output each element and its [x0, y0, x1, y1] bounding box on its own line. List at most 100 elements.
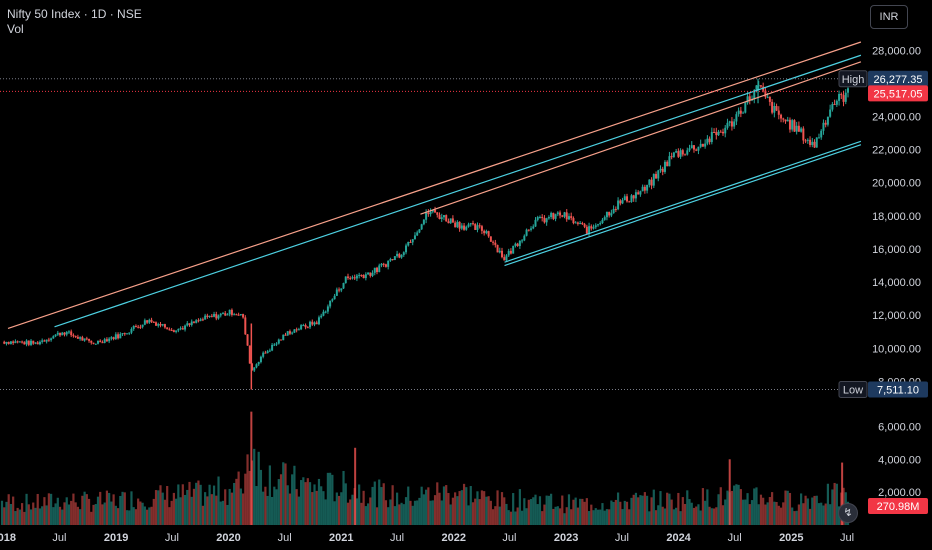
low-label-bg [838, 381, 868, 399]
volume-bar [246, 454, 249, 525]
trendline[interactable] [504, 144, 862, 267]
currency-button[interactable]: INR [870, 5, 908, 29]
indicator-label[interactable]: Vol [7, 22, 24, 36]
volume-bar [241, 493, 245, 525]
candle-body [398, 253, 401, 258]
trendline[interactable] [504, 140, 862, 263]
volume-bar [293, 465, 296, 525]
volume-bar [67, 504, 71, 525]
volume-bar [480, 490, 484, 525]
candle-body [373, 267, 376, 273]
volume-bar [351, 494, 354, 525]
volume-bar [616, 492, 620, 525]
volume-bar [148, 507, 151, 525]
volume-bar [567, 494, 571, 525]
volume-bar [331, 474, 334, 525]
volume-bar [123, 492, 126, 525]
volume-bar [286, 485, 289, 525]
volume-bar [768, 497, 771, 525]
price-tick-label: 6,000.00 [878, 421, 921, 433]
volume-bar [643, 492, 646, 525]
price-tick-label: 2,000.00 [878, 487, 921, 499]
volume-bar [221, 500, 225, 525]
volume-bar [507, 510, 510, 525]
candle-body [516, 243, 519, 247]
candle-body [344, 276, 347, 283]
symbol-title[interactable]: Nifty 50 Index · 1D · NSE [7, 7, 142, 21]
volume-bar [728, 459, 731, 525]
price-tick-label: 14,000.00 [872, 277, 921, 289]
candle-body [90, 340, 93, 343]
trendline[interactable] [7, 41, 862, 330]
candle-body [480, 226, 483, 231]
volume-bar [54, 503, 57, 525]
candle-body [190, 321, 193, 325]
trendline[interactable] [420, 61, 862, 215]
candle-body [50, 338, 53, 341]
candle-body [596, 224, 599, 226]
candle-body [387, 260, 390, 267]
volume-bar [719, 487, 722, 525]
candle-body [246, 334, 249, 346]
candle-body [695, 149, 698, 151]
volume-bar [94, 504, 97, 525]
volume-bar [427, 487, 430, 525]
volume-bar [116, 508, 120, 525]
volume-bar [741, 499, 745, 525]
time-axis[interactable]: 2018 Jul 2019 Jul 2020 Jul 2021 Jul 2022 Jul 2023 J… [0, 528, 932, 550]
volume-bars [0, 411, 850, 525]
volume-bar [596, 509, 600, 525]
time-tick-label: Jul [390, 532, 404, 544]
volume-bar [170, 500, 173, 525]
volume-bar [612, 501, 615, 525]
candle-body [708, 138, 711, 143]
candle-body [438, 214, 441, 220]
trendlines[interactable] [7, 41, 862, 330]
volume-bar [206, 496, 209, 525]
candle-body [719, 131, 722, 133]
volume-bar [226, 504, 229, 525]
volume-bar [364, 506, 367, 525]
candle-body [588, 226, 591, 234]
candle-body [179, 328, 182, 330]
lightning-bolt-icon[interactable]: ↯ [838, 503, 858, 523]
volume-bar [594, 508, 597, 525]
volume-bar [188, 481, 191, 525]
volume-bar [248, 470, 251, 525]
volume-bar [670, 499, 673, 525]
candle-body [208, 315, 211, 317]
candle-body [659, 168, 662, 171]
volume-bar [657, 505, 660, 525]
volume-bar [476, 491, 479, 525]
high-label: High [842, 74, 865, 86]
volume-bar [137, 498, 140, 525]
candle-body [284, 334, 287, 336]
volume-bar [436, 482, 439, 525]
volume-bar [465, 487, 468, 525]
candle-body [585, 226, 588, 234]
trendline[interactable] [54, 54, 862, 328]
volume-bar [76, 506, 79, 525]
candle-body [726, 122, 729, 128]
candle-body [592, 227, 595, 229]
candle-body [822, 122, 825, 131]
candle-body [217, 315, 220, 319]
volume-bar [538, 496, 542, 525]
price-badges: High 26,277.35 25,517.05 Low 7,511.10 270.98M [838, 70, 928, 514]
volume-bar [570, 509, 573, 525]
volume-bar [360, 502, 363, 525]
candle-body [302, 325, 305, 327]
volume-bar [215, 495, 218, 525]
candle-body [21, 341, 24, 343]
candle-body [355, 275, 358, 279]
candle-body [692, 145, 695, 150]
volume-bar [181, 484, 184, 525]
candle-body [632, 195, 635, 199]
candle-body [688, 148, 691, 151]
candle-body [380, 263, 383, 266]
volume-bar [0, 500, 4, 525]
candle-body [534, 219, 537, 227]
candle-body [561, 215, 564, 217]
volume-bar [257, 451, 260, 525]
